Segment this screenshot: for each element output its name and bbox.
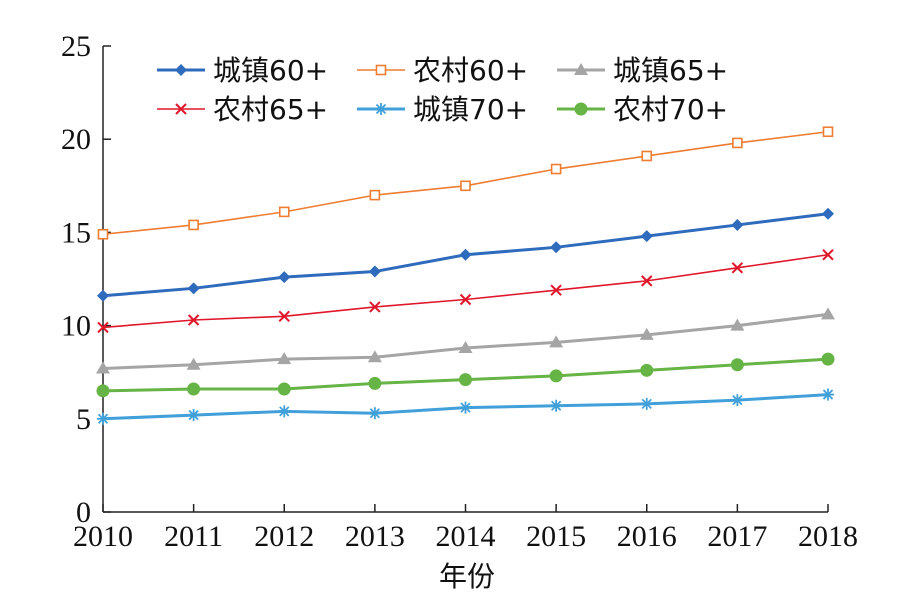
x-tick-label: 2013 (345, 520, 405, 553)
y-tick-label: 10 (61, 310, 91, 343)
data-point (277, 352, 292, 365)
data-point (375, 103, 387, 115)
data-point (731, 262, 744, 274)
axes: 0 5 10 15 20 25 2010 2011 2012 2013 2014 2015 2016 20… (61, 30, 858, 553)
data-point (730, 318, 745, 331)
legend-item: 城镇70+ (357, 93, 528, 126)
data-point (368, 265, 381, 278)
legend-label: 农村65+ (213, 93, 328, 126)
data-point (368, 407, 381, 420)
series-5 (97, 388, 834, 425)
data-point (188, 219, 199, 231)
data-point (639, 327, 654, 340)
x-tick-label: 2014 (436, 520, 496, 553)
data-point (549, 369, 563, 383)
data-point (187, 282, 200, 295)
series-line (102, 253, 829, 329)
data-point (459, 373, 472, 387)
x-axis-title: 年份 (439, 560, 495, 593)
legend-item: 城镇60+ (157, 54, 328, 87)
data-point (187, 382, 201, 396)
data-point (574, 63, 588, 75)
data-point (459, 248, 472, 261)
legend: 城镇60+ 农村60+ 城镇65+ 农村65+ 城镇70+ 农村70+ (157, 54, 728, 126)
legend-label: 农村60+ (413, 54, 528, 87)
data-point (822, 388, 834, 401)
data-point (278, 271, 291, 284)
series-1 (97, 207, 834, 302)
x-tick-label: 2017 (707, 520, 767, 553)
data-point (822, 249, 834, 261)
data-point (641, 275, 653, 287)
data-point (459, 293, 472, 306)
data-point (550, 399, 563, 412)
series-2 (97, 126, 834, 240)
data-point (641, 150, 653, 162)
data-point (97, 228, 109, 240)
data-point (367, 350, 382, 363)
data-point (96, 361, 110, 374)
data-point (550, 163, 562, 175)
x-tick-label: 2010 (73, 520, 133, 553)
legend-item: 农村60+ (357, 54, 528, 87)
legend-label: 城镇60+ (213, 54, 328, 87)
x-tick-label: 2016 (617, 520, 677, 553)
data-point (822, 207, 834, 220)
data-point (175, 64, 187, 76)
legend-label: 城镇65+ (613, 54, 728, 87)
data-point (97, 321, 109, 334)
x-tick-label: 2011 (164, 520, 223, 553)
data-point (732, 137, 743, 149)
data-point (175, 103, 187, 115)
legend-item: 农村65+ (157, 93, 328, 126)
legend-label: 城镇70+ (413, 93, 528, 126)
legend-item: 城镇65+ (557, 54, 728, 87)
data-point (368, 376, 382, 390)
data-point (369, 189, 381, 201)
series-layer (96, 126, 835, 425)
x-tick-label: 2012 (254, 520, 314, 553)
y-tick-label: 25 (61, 30, 91, 63)
data-point (460, 180, 471, 192)
data-point (278, 206, 290, 218)
data-point (186, 357, 201, 370)
data-point (278, 405, 291, 418)
data-point (550, 241, 563, 254)
legend-item: 农村70+ (557, 93, 728, 126)
data-point (458, 340, 473, 353)
series-6 (96, 352, 835, 398)
data-point (821, 307, 835, 320)
data-point (549, 335, 564, 348)
data-point (640, 363, 654, 377)
y-tick-label: 20 (61, 123, 91, 156)
x-tick-label: 2015 (526, 520, 586, 553)
series-3 (96, 307, 835, 374)
data-point (97, 412, 109, 425)
data-point (277, 382, 291, 396)
data-point (187, 409, 200, 422)
legend-label: 农村70+ (613, 93, 728, 126)
data-point (821, 352, 835, 366)
data-point (574, 102, 588, 116)
data-point (731, 394, 744, 407)
data-point (278, 310, 290, 322)
data-point (640, 397, 653, 410)
data-point (640, 230, 653, 243)
data-point (459, 401, 472, 414)
x-tick-label: 2018 (798, 520, 858, 553)
data-point (730, 358, 744, 372)
y-tick-label: 5 (76, 403, 91, 436)
data-point (731, 218, 744, 231)
y-tick-label: 0 (76, 496, 91, 529)
data-point (375, 64, 387, 76)
y-tick-label: 15 (61, 216, 91, 249)
data-point (187, 314, 200, 326)
data-point (96, 384, 110, 398)
data-point (550, 284, 562, 296)
series-4 (97, 249, 834, 334)
data-point (369, 301, 381, 313)
data-point (822, 126, 834, 138)
data-point (97, 289, 109, 302)
